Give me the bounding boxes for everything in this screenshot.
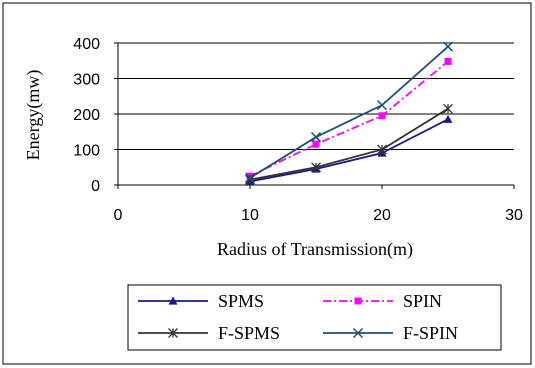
legend-marker bbox=[168, 328, 178, 338]
grid-lines bbox=[118, 42, 514, 150]
legend: SPMS SPIN F-SPMS F-SPIN bbox=[127, 284, 502, 351]
data-point-f-spms bbox=[377, 144, 387, 155]
data-point-spms bbox=[443, 114, 453, 123]
axes bbox=[114, 42, 515, 189]
data-point-spin bbox=[378, 112, 386, 120]
tick-labels: 0 100 200 300 400 0 10 20 30 bbox=[73, 36, 523, 224]
legend-marker bbox=[354, 297, 362, 305]
x-axis-label: Radius of Transmission(m) bbox=[217, 239, 413, 260]
series-layer bbox=[244, 41, 454, 186]
x-tick-label: 30 bbox=[505, 207, 523, 224]
y-tick-label: 400 bbox=[73, 36, 100, 53]
series-line-f-spms bbox=[249, 107, 449, 181]
series-line-spin bbox=[249, 60, 449, 177]
data-point-f-spin bbox=[376, 100, 388, 111]
legend-box bbox=[127, 284, 502, 351]
x-tick-label: 20 bbox=[373, 207, 391, 224]
legend-item-f-spms: F-SPMS bbox=[138, 323, 280, 343]
data-point-f-spin bbox=[442, 41, 454, 52]
data-point-f-spms bbox=[443, 103, 453, 114]
data-point-spin bbox=[312, 140, 320, 148]
y-axis-label: Energy(mw) bbox=[23, 70, 44, 161]
x-tick-label: 0 bbox=[114, 207, 123, 224]
legend-label: F-SPMS bbox=[218, 323, 280, 343]
legend-marker bbox=[168, 296, 178, 305]
series-line-f-spin bbox=[249, 45, 449, 179]
legend-item-f-spin: F-SPIN bbox=[323, 323, 458, 343]
y-tick-label: 200 bbox=[73, 107, 100, 124]
legend-item-spin: SPIN bbox=[323, 291, 442, 311]
y-tick-label: 0 bbox=[91, 178, 100, 195]
data-point-f-spin bbox=[244, 172, 256, 183]
data-point-spin bbox=[444, 57, 452, 65]
legend-label: F-SPIN bbox=[403, 323, 458, 343]
legend-label: SPIN bbox=[403, 291, 442, 311]
legend-label: SPMS bbox=[218, 291, 264, 311]
legend-item-spms: SPMS bbox=[138, 291, 264, 311]
series-line-spms bbox=[249, 118, 449, 183]
y-tick-label: 300 bbox=[73, 72, 100, 89]
data-point-f-spin bbox=[310, 132, 322, 143]
data-point-f-spms bbox=[311, 162, 321, 173]
legend-marker bbox=[352, 327, 364, 339]
y-tick-label: 100 bbox=[73, 143, 100, 160]
x-tick-label: 10 bbox=[241, 207, 259, 224]
